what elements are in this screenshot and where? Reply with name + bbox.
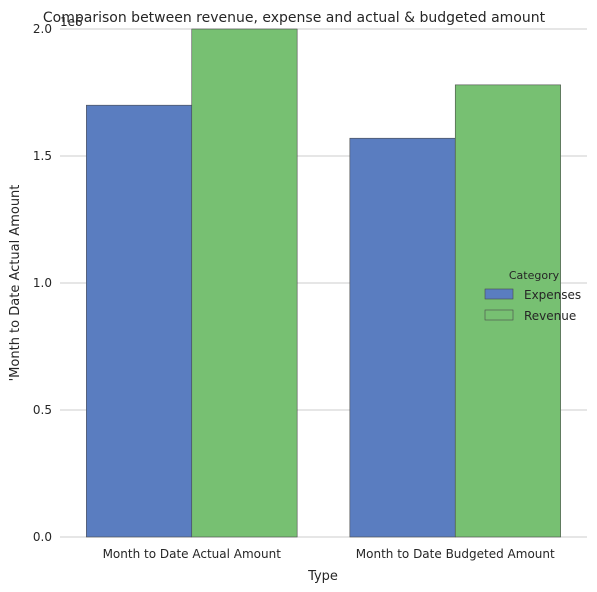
y-axis-label: 'Month to Date Actual Amount — [8, 185, 23, 382]
legend-label-expenses: Expenses — [524, 288, 581, 302]
y-tick-label: 2.0 — [33, 22, 52, 36]
bar-expenses-0 — [86, 104, 193, 538]
bar-expenses-1 — [349, 137, 456, 538]
legend: Category Expenses Revenue — [484, 269, 581, 323]
y-tick-label: 1.5 — [33, 149, 52, 163]
y-tick-label: 0.0 — [33, 530, 52, 544]
chart-title: Comparison between revenue, expense and … — [43, 10, 546, 26]
x-tick-label: Month to Date Budgeted Amount — [356, 547, 555, 561]
bars — [86, 28, 561, 538]
x-tick-labels: Month to Date Actual Amount Month to Date… — [103, 547, 555, 561]
legend-swatch-expenses — [484, 288, 514, 300]
legend-swatch-revenue — [484, 309, 514, 321]
legend-title: Category — [509, 269, 560, 282]
y-tick-label: 1.0 — [33, 276, 52, 290]
x-axis-label: Type — [307, 569, 338, 584]
y-offset-label: 1e6 — [60, 15, 83, 29]
bar-revenue-0 — [191, 28, 298, 538]
y-tick-label: 0.5 — [33, 403, 52, 417]
y-tick-labels: 0.0 0.5 1.0 1.5 2.0 — [33, 22, 52, 544]
x-tick-label: Month to Date Actual Amount — [103, 547, 282, 561]
legend-label-revenue: Revenue — [524, 309, 576, 323]
